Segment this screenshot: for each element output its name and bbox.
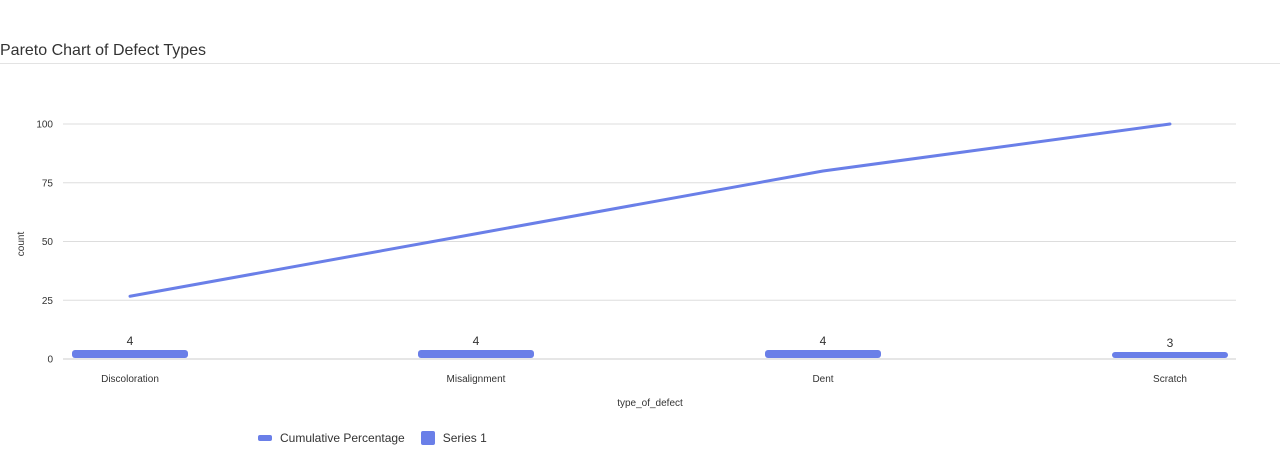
legend-item-series-1[interactable]: Series 1: [420, 431, 487, 445]
bar-data-label: 3: [1167, 336, 1174, 350]
cumulative-line: [128, 122, 1172, 298]
x-tick-label: Dent: [812, 374, 833, 385]
chart-title: Pareto Chart of Defect Types: [0, 42, 207, 59]
x-axis-title: type_of_defect: [617, 398, 683, 409]
bar: [418, 350, 534, 358]
x-tick-label: Discoloration: [101, 374, 159, 385]
gridlines: [63, 123, 1236, 360]
bar-data-label: 4: [127, 334, 134, 348]
bar-data-label: 4: [473, 334, 480, 348]
legend-label-series-1: Series 1: [442, 431, 487, 445]
x-tick-label: Misalignment: [447, 374, 506, 385]
bar: [72, 350, 188, 358]
y-axis-ticks: 0 25 50 75 100: [36, 120, 53, 366]
y-tick-label: 50: [42, 237, 54, 248]
data-labels: 4 4 4 3: [127, 334, 1174, 350]
y-tick-label: 100: [36, 120, 53, 131]
y-axis-title: count: [16, 232, 27, 257]
legend-label-cumulative: Cumulative Percentage: [280, 431, 405, 445]
legend-swatch-line: [258, 435, 272, 441]
x-tick-label: Scratch: [1153, 374, 1187, 385]
legend-swatch-box: [420, 431, 435, 445]
y-tick-label: 0: [47, 355, 53, 366]
x-axis-ticks: Discoloration Misalignment Dent Scratch: [101, 374, 1187, 385]
legend: Cumulative Percentage Series 1: [258, 431, 503, 445]
bars: [72, 350, 1228, 358]
y-tick-label: 25: [42, 296, 54, 307]
bar: [1112, 352, 1228, 358]
bar: [765, 350, 881, 358]
cumulative-percentage-line: [128, 122, 1172, 298]
title-divider: [0, 63, 1280, 64]
bar-data-label: 4: [820, 334, 827, 348]
y-tick-label: 75: [42, 178, 54, 189]
legend-item-cumulative[interactable]: Cumulative Percentage: [258, 431, 405, 445]
